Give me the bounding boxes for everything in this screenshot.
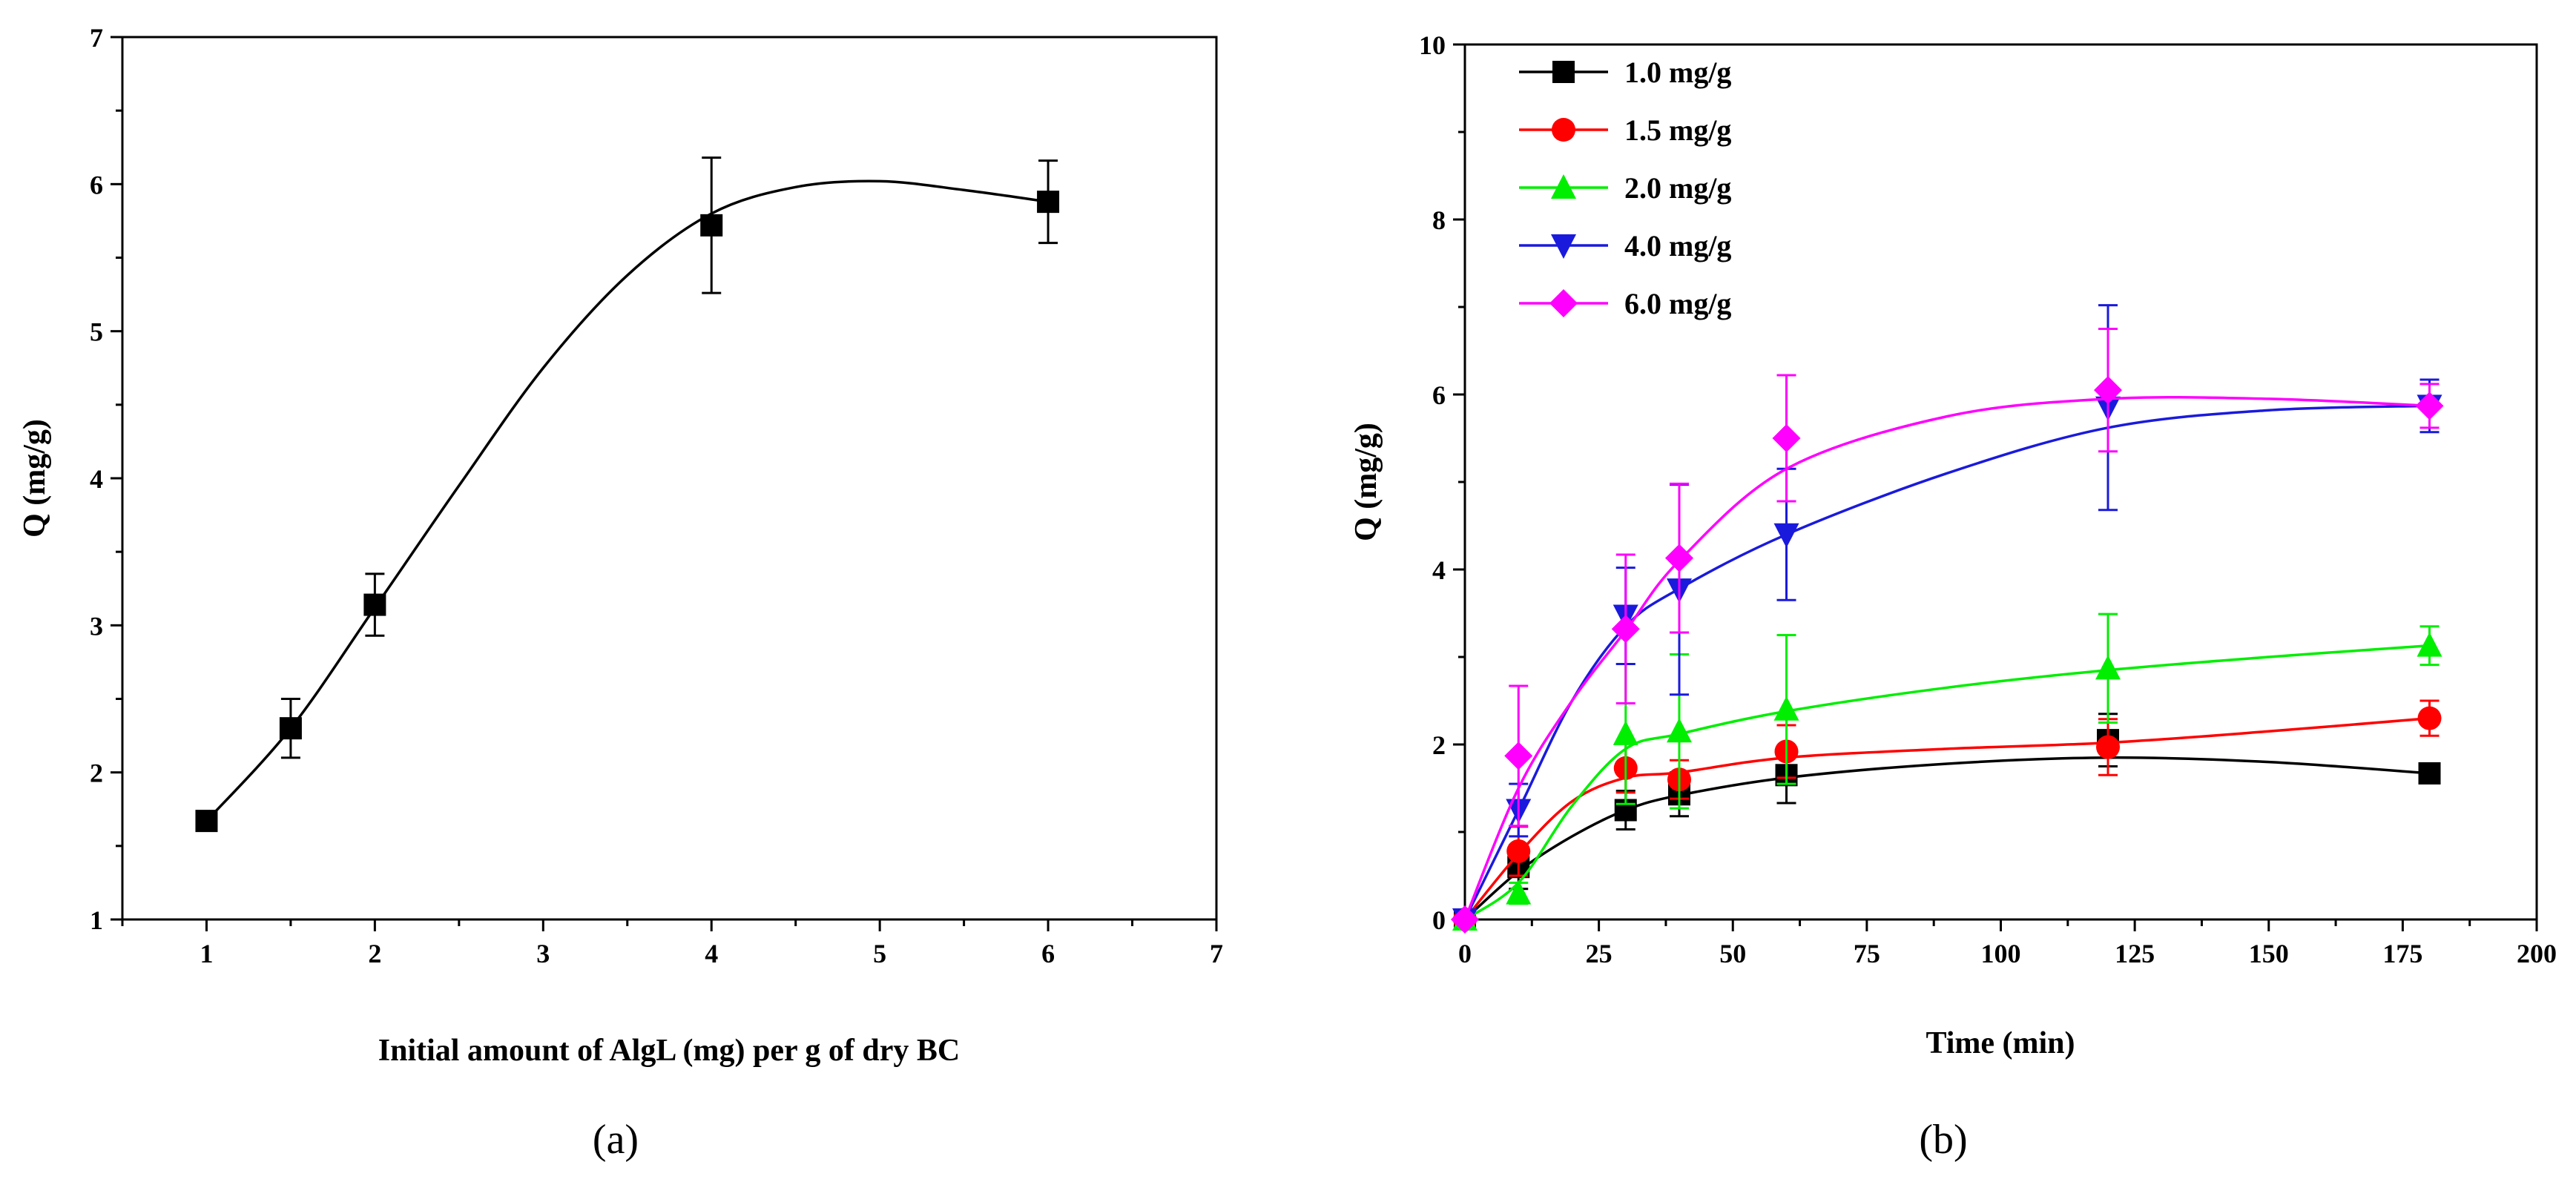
legend-entry-2-0-mg-g-label: 2.0 mg/g [1624,171,1731,205]
panel-b-series-6-0-mg-g-point [1504,742,1533,770]
panel-b-series-1-0-mg-g [1454,713,2441,931]
panel-b-series-6-0-mg-g-point [2094,376,2122,405]
panel-b-series-1-5-mg-g-point [2417,706,2442,730]
panel-a-series-q-point [279,717,302,740]
panel-a-axes: 1 2 3 4 5 6 7 1 2 3 4 5 6 7 [90,23,1223,968]
panel-b-legend: 1.0 mg/g 1.5 mg/g 2.0 mg/g 4.0 mg/g 6.0 mg/g [1519,56,1731,320]
panel-b-series-2-0-mg-g-point [2095,655,2121,680]
panel-b-series-4-0-mg-g-fit-line [1463,404,2430,920]
panel-b-series-2-0-mg-g-point [1667,718,1692,743]
panel-a-x-tick-label: 5 [873,939,886,968]
panel-a-series-q [195,156,1060,833]
panel-b-series-1-0-mg-g-point [2418,762,2441,785]
panel-b-x-tick-label: 125 [2115,939,2155,968]
panel-b-y-tick-label: 8 [1432,205,1446,235]
panel-a-y-tick-label: 5 [90,317,103,347]
panel-b-series-2-0-mg-g-point [1613,720,1638,745]
panel-a-x-tick-label: 2 [368,939,381,968]
panel-a-x-tick-label: 6 [1041,939,1055,968]
panel-b-y-tick-label: 2 [1432,730,1446,760]
legend-entry-1-5-mg-g: 1.5 mg/g [1519,113,1731,147]
legend-entry-1-0-mg-g-marker [1552,61,1575,83]
panel-b-series-6-0-mg-g-point [1665,544,1693,572]
legend-entry-1-5-mg-g-label: 1.5 mg/g [1624,113,1731,147]
panel-a-y-tick-label: 7 [90,23,103,53]
panel-a-series [195,156,1060,833]
panel-b-series-2-0-mg-g-point [2417,632,2442,657]
panel-b-series-6-0-mg-g-point [1611,615,1640,644]
panel-b-y-tick-label: 0 [1432,905,1446,935]
panel-a-x-tick-label: 7 [1210,939,1223,968]
legend-entry-6-0-mg-g-marker [1549,289,1578,317]
panel-b-y-axis-label: Q (mg/g) [1349,423,1383,541]
panel-a-y-tick-label: 2 [90,759,103,788]
panel-b-axes: 0 25 50 75 100 125 150 175 200 0 2 4 6 8 10 [1419,30,2557,968]
panel-a-chart: 1 2 3 4 5 6 7 1 2 3 4 5 6 7 Q (mg/g) Initial amount o… [18,23,1223,1163]
panel-b-y-tick-label: 4 [1432,555,1446,585]
panel-a-plot-frame [121,36,1218,921]
legend-entry-4-0-mg-g: 4.0 mg/g [1519,229,1731,262]
panel-a-y-tick-label: 6 [90,170,103,199]
panel-b-series-4-0-mg-g-point [1773,523,1799,548]
panel-a-series-q-fit-line [205,179,1049,822]
legend-entry-6-0-mg-g: 6.0 mg/g [1519,287,1731,320]
panel-b-series-1-5-mg-g-fit-line [1463,716,2430,921]
panel-a-series-q-point [363,593,386,616]
panel-a-y-tick-label: 1 [90,905,103,935]
panel-a-series-q-point [195,810,218,833]
panel-b-series-1-5-mg-g [1453,699,2442,931]
legend-entry-2-0-mg-g-marker [1551,174,1576,199]
panel-b-x-tick-label: 75 [1854,939,1880,968]
panel-a-x-tick-label: 4 [705,939,718,968]
panel-b-series-2-0-mg-g-point [1506,879,1532,905]
panel-a-series-q-point [1037,191,1060,214]
legend-entry-1-5-mg-g-marker [1552,118,1575,142]
legend-entry-4-0-mg-g-marker [1551,234,1576,259]
panel-b-x-tick-label: 175 [2382,939,2422,968]
panel-a-series-q-point [700,214,723,237]
panel-b-x-tick-label: 200 [2517,939,2557,968]
panel-b-series-6-0-mg-g [1451,328,2444,934]
panel-b-series-2-0-mg-g-point [1773,696,1799,721]
panel-b-series-1-0-mg-g-fit-line [1463,756,2430,921]
panel-a-x-tick-label: 3 [536,939,550,968]
legend-entry-4-0-mg-g-label: 4.0 mg/g [1624,229,1731,262]
panel-a-y-axis-label: Q (mg/g) [18,419,52,538]
panel-b-series-6-0-mg-g-point [1451,905,1479,934]
legend-entry-6-0-mg-g-label: 6.0 mg/g [1624,287,1731,320]
panel-a-y-tick-label: 4 [90,464,103,494]
legend-entry-1-0-mg-g-label: 1.0 mg/g [1624,56,1731,89]
panel-a-y-tick-label: 3 [90,611,103,641]
panel-b-series [1451,304,2444,934]
panel-b-y-tick-label: 6 [1432,380,1446,410]
panel-b-series-6-0-mg-g-point [1772,424,1801,452]
panel-a-x-tick-label: 1 [200,939,213,968]
panel-b-x-tick-label: 0 [1458,939,1472,968]
legend-entry-1-0-mg-g: 1.0 mg/g [1519,56,1731,89]
panel-a-x-axis-label: Initial amount of AlgL (mg) per g of dry… [378,1034,960,1068]
panel-a-label: (a) [593,1117,639,1163]
panel-b-x-axis-label: Time (min) [1926,1026,2075,1060]
panel-b-x-tick-label: 150 [2249,939,2289,968]
panel-b-x-tick-label: 25 [1586,939,1613,968]
panel-b-label: (b) [1919,1117,1967,1163]
panel-b-series-6-0-mg-g-point [2415,392,2444,420]
panel-b-series-1-5-mg-g-point [1506,839,1531,863]
panel-b-x-tick-label: 50 [1719,939,1746,968]
panel-b-y-tick-label: 10 [1419,30,1446,60]
legend-entry-2-0-mg-g: 2.0 mg/g [1519,171,1731,205]
panel-b-x-tick-label: 100 [1981,939,2021,968]
panel-b-series-1-5-mg-g-point [2096,735,2120,759]
panel-b-series-6-0-mg-g-fit-line [1463,395,2430,920]
